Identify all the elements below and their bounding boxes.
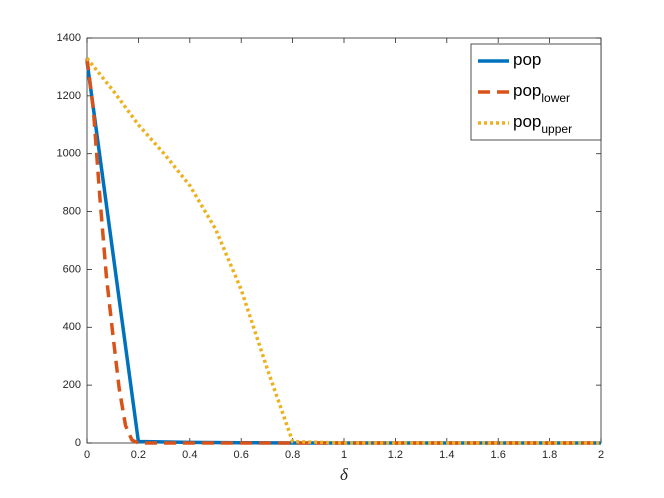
legend-name: pop (513, 112, 541, 131)
y-tick-label: 400 (63, 321, 81, 333)
x-tick-label: 0.6 (234, 449, 249, 461)
y-tick-label: 1400 (57, 32, 81, 44)
legend-label: pop (513, 50, 541, 69)
x-axis-label: δ (340, 465, 349, 484)
y-tick-label: 800 (63, 205, 81, 217)
y-tick-label: 0 (75, 437, 81, 449)
x-tick-label: 0 (84, 449, 90, 461)
x-tick-label: 1 (341, 449, 347, 461)
legend-label: popupper (513, 112, 572, 136)
x-tick-label: 1.8 (542, 449, 557, 461)
series-line (85, 57, 601, 445)
legend-label: poplower (513, 81, 570, 105)
legend-subscript: upper (541, 122, 572, 136)
y-tick-label: 1000 (57, 148, 81, 160)
y-tick-label: 200 (63, 379, 81, 391)
y-tick-label: 600 (63, 263, 81, 275)
x-tick-label: 1.4 (439, 449, 454, 461)
legend-name: pop (513, 81, 541, 100)
legend-name: pop (513, 50, 541, 69)
x-tick-label: 1.6 (491, 449, 506, 461)
x-tick-label: 0.4 (182, 449, 197, 461)
y-tick-label: 1200 (57, 90, 81, 102)
x-tick-label: 1.2 (388, 449, 403, 461)
x-tick-label: 0.2 (131, 449, 146, 461)
series-line (85, 58, 601, 445)
x-tick-label: 2 (598, 449, 604, 461)
x-tick-label: 0.8 (285, 449, 300, 461)
legend-subscript: lower (541, 91, 570, 105)
